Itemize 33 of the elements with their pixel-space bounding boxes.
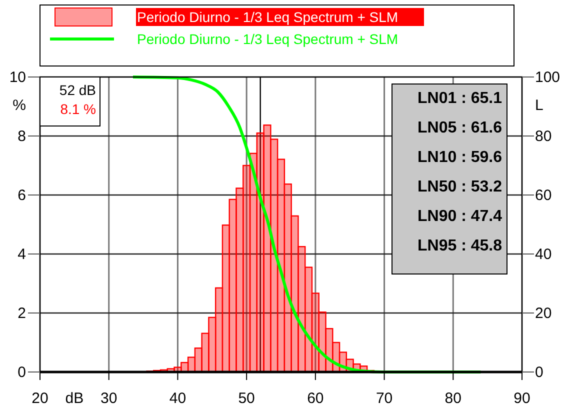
y2-tick-label: 60 xyxy=(535,187,552,204)
x-tick-label: 40 xyxy=(169,390,186,407)
x-axis-title: dB xyxy=(65,390,84,407)
y-tick-label: 8 xyxy=(18,128,26,145)
annotation: 8.1 % xyxy=(60,101,96,117)
y-tick-label: 4 xyxy=(18,246,26,263)
y2-tick-label: 20 xyxy=(535,305,552,322)
x-tick-label: 30 xyxy=(100,390,118,407)
y-tick-label: 0 xyxy=(18,364,26,381)
x-tick-label: 60 xyxy=(307,390,324,407)
y-tick-label: 6 xyxy=(18,187,26,204)
annotation: LN90 : 47.4 xyxy=(418,208,502,225)
y2-tick-label: 0 xyxy=(535,364,544,381)
y-axis-title: % xyxy=(12,97,26,114)
legend-label: Periodo Diurno - 1/3 Leq Spectrum + SLM xyxy=(137,31,398,47)
y-tick-label: 10 xyxy=(9,69,26,86)
y-tick-label: 2 xyxy=(18,305,26,322)
annotation: LN01 : 65.1 xyxy=(418,90,502,107)
y2-tick-label: 100 xyxy=(535,69,560,86)
x-tick-label: 50 xyxy=(238,390,255,407)
y2-tick-label: 80 xyxy=(535,128,552,145)
y2-tick-label: 40 xyxy=(535,246,552,263)
x-tick-label: 90 xyxy=(514,390,530,407)
x-tick-label: 70 xyxy=(376,390,393,407)
annotation: LN10 : 59.6 xyxy=(418,149,502,166)
x-tick-label: 20 xyxy=(32,390,48,407)
legend-label: Periodo Diurno - 1/3 Leq Spectrum + SLM xyxy=(137,9,398,25)
y2-axis-title: L xyxy=(535,97,544,114)
annotation: 52 dB xyxy=(59,82,96,98)
annotation: LN50 : 53.2 xyxy=(418,178,502,196)
annotation: LN05 : 61.6 xyxy=(418,120,502,136)
x-tick-label: 80 xyxy=(444,390,462,407)
annotation: LN95 : 45.8 xyxy=(418,238,502,254)
